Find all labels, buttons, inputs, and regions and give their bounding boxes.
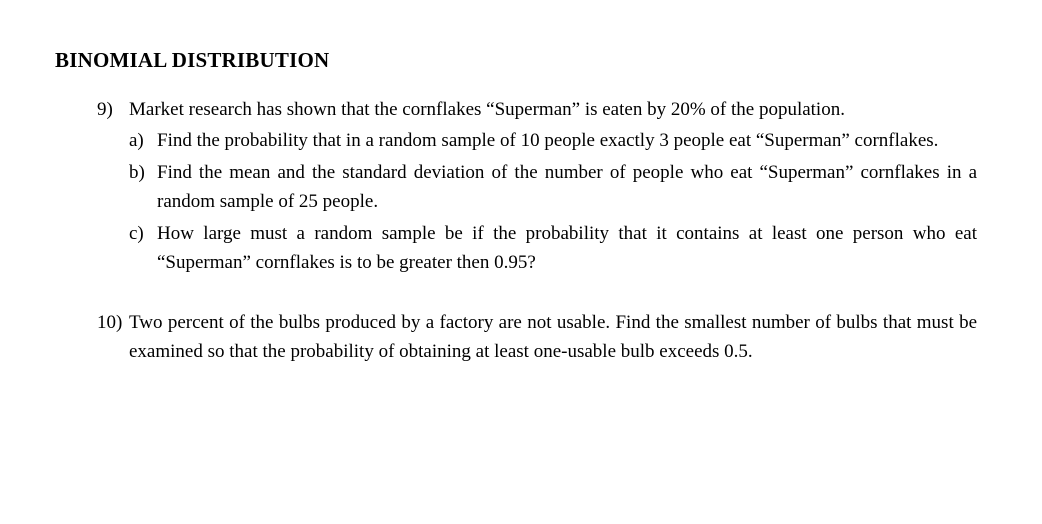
question-9-row: 9) Market research has shown that the co… (97, 95, 977, 278)
question-10-row: 10) Two percent of the bulbs produced by… (97, 308, 977, 367)
part-c-text: How large must a random sample be if the… (157, 219, 977, 278)
question-9-stem: Market research has shown that the cornf… (129, 95, 977, 124)
section-heading: BINOMIAL DISTRIBUTION (55, 48, 977, 73)
part-b-label: b) (129, 158, 157, 217)
question-9-part-a: a) Find the probability that in a random… (129, 126, 977, 155)
question-9-subparts: a) Find the probability that in a random… (129, 126, 977, 277)
part-a-text: Find the probability that in a random sa… (157, 126, 977, 155)
page: BINOMIAL DISTRIBUTION 9) Market research… (0, 0, 1042, 387)
question-9-part-c: c) How large must a random sample be if … (129, 219, 977, 278)
question-9-number: 9) (97, 95, 129, 278)
question-10-text: Two percent of the bulbs produced by a f… (129, 308, 977, 367)
question-9-body: Market research has shown that the cornf… (129, 95, 977, 278)
part-b-text: Find the mean and the standard deviation… (157, 158, 977, 217)
question-10-number: 10) (97, 308, 129, 367)
part-c-label: c) (129, 219, 157, 278)
question-9: 9) Market research has shown that the co… (97, 95, 977, 278)
part-a-label: a) (129, 126, 157, 155)
question-9-part-b: b) Find the mean and the standard deviat… (129, 158, 977, 217)
question-10: 10) Two percent of the bulbs produced by… (97, 308, 977, 367)
